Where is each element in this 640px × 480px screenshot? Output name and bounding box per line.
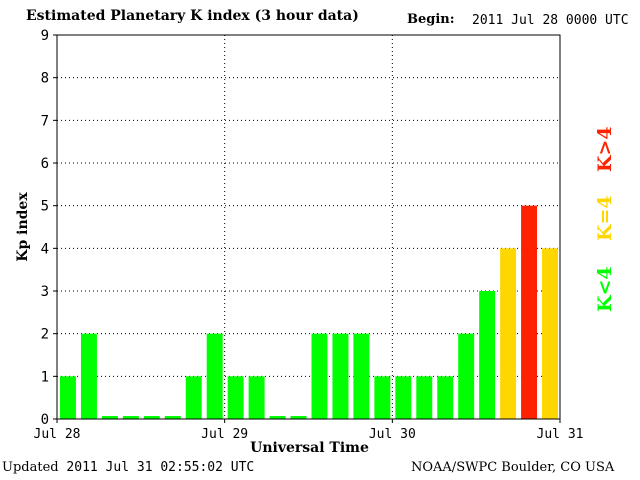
chart-title: Estimated Planetary K index (3 hour data…	[26, 8, 359, 24]
bar	[269, 416, 286, 419]
updated-value: 2011 Jul 31 02:55:02 UTC	[66, 460, 255, 475]
bar	[185, 376, 202, 419]
y-tick-label: 7	[41, 113, 49, 129]
y-tick-label: 8	[41, 71, 49, 87]
bar	[248, 376, 265, 419]
bar	[101, 416, 118, 419]
legend-mid: K=4	[594, 195, 616, 241]
y-tick-label: 2	[41, 327, 49, 343]
bar	[395, 376, 412, 419]
x-tick-label: Jul 31	[537, 427, 584, 442]
bar	[143, 416, 160, 419]
axes: 0 1 2 3 4 5 6 7 8 9 Jul 28 Jul 29 Jul 30 Jul 31 Kp ind…	[15, 28, 583, 456]
legend-high: K>4	[594, 126, 616, 172]
bar	[290, 416, 307, 419]
y-tick-label: 6	[41, 156, 49, 172]
bar	[227, 376, 244, 419]
bar	[332, 333, 349, 419]
x-tick-label: Jul 30	[369, 427, 416, 442]
x-axis-label: Universal Time	[250, 440, 369, 456]
begin-value: 2011 Jul 28 0000 UTC	[472, 13, 629, 28]
begin-label: Begin:	[407, 12, 455, 27]
y-axis-label: Kp index	[15, 192, 31, 262]
x-tick-label: Jul 28	[34, 427, 81, 442]
y-tick-label: 4	[41, 241, 49, 257]
x-tick-label: Jul 29	[201, 427, 248, 442]
legend-low: K<4	[594, 266, 616, 312]
bar	[206, 333, 223, 419]
y-tick-label: 9	[41, 28, 49, 44]
bar	[374, 376, 391, 419]
bar	[80, 333, 97, 419]
bar	[416, 376, 433, 419]
y-tick-label: 3	[41, 284, 49, 300]
updated-label: Updated	[2, 460, 59, 475]
bar	[164, 416, 181, 419]
bar	[60, 376, 76, 419]
plot-frame	[56, 34, 561, 420]
bar	[437, 376, 454, 419]
bars	[60, 205, 558, 419]
y-tick-label: 0	[41, 412, 49, 428]
y-tick-label: 5	[41, 199, 49, 215]
source-credit: NOAA/SWPC Boulder, CO USA	[411, 460, 615, 475]
updated-line: Updated 2011 Jul 31 02:55:02 UTC	[2, 460, 254, 475]
bar	[122, 416, 139, 419]
bar	[500, 248, 517, 419]
bar	[311, 333, 328, 419]
grid-lines	[57, 35, 560, 419]
bar	[458, 333, 475, 419]
bar	[542, 248, 558, 419]
bar	[353, 333, 370, 419]
bar	[521, 205, 538, 419]
y-tick-label: 1	[41, 369, 49, 385]
bar	[479, 291, 496, 419]
